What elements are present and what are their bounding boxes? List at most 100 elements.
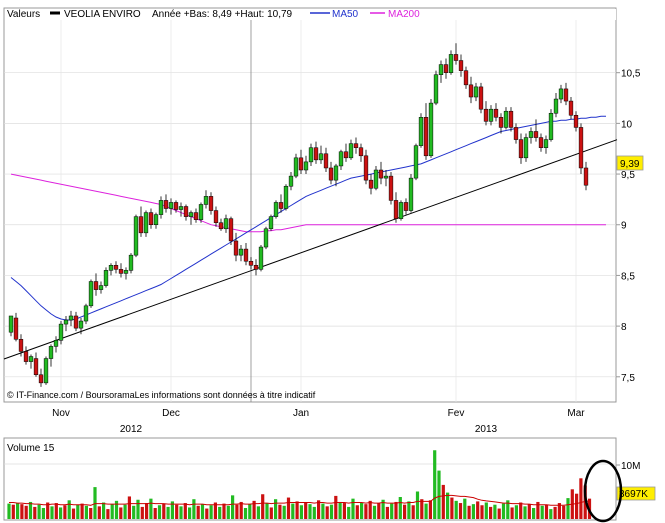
candle-body <box>143 212 149 234</box>
candle <box>273 200 279 219</box>
candle-body <box>88 281 94 307</box>
volume-bar <box>123 504 127 519</box>
volume-bar <box>286 497 291 519</box>
volume-bar <box>222 503 226 519</box>
candle <box>583 161 589 191</box>
candle <box>533 119 539 142</box>
candle-body <box>93 281 99 290</box>
candle-body <box>363 155 369 181</box>
candle-body <box>183 206 189 217</box>
volume-bar <box>360 502 364 519</box>
candle-body <box>263 228 269 248</box>
volume-bar <box>299 505 303 519</box>
candle <box>353 137 359 154</box>
volume-bar <box>11 504 15 519</box>
annotation-circle <box>583 459 623 523</box>
candle-body <box>223 218 229 230</box>
candle <box>63 315 69 332</box>
candle-body <box>73 315 79 329</box>
volume-bar <box>381 499 385 519</box>
volume-bar <box>37 504 41 519</box>
volume-bar <box>557 503 561 519</box>
volume-bar <box>231 495 235 519</box>
candle <box>523 133 529 162</box>
volume-bar <box>398 497 402 519</box>
volume-bars-layer <box>7 450 592 519</box>
volume-bar <box>28 501 33 519</box>
candle-body <box>163 200 169 209</box>
volume-bar <box>265 503 269 519</box>
volume-bar <box>463 498 467 519</box>
volume-bar <box>166 506 170 519</box>
candle-body <box>348 143 354 159</box>
candle-body <box>578 127 584 169</box>
y-tick-label: 7,5 <box>621 373 635 384</box>
candle-body <box>428 102 434 157</box>
candle-body <box>213 210 219 223</box>
volume-bar <box>428 500 432 519</box>
volume-bar <box>506 500 510 519</box>
volume-bar <box>321 503 325 519</box>
candle <box>183 204 189 221</box>
candle <box>413 143 419 181</box>
candle <box>473 82 479 102</box>
candle-body <box>28 356 34 362</box>
candle-body <box>108 265 114 271</box>
candle-body <box>458 60 464 71</box>
candle-body <box>253 265 259 270</box>
candle-body <box>503 110 509 128</box>
candle <box>513 123 519 144</box>
volume-bar <box>149 498 153 519</box>
candle-body <box>288 175 294 187</box>
volume-bar <box>200 504 205 519</box>
volume-title: Volume 15 <box>7 443 55 454</box>
volume-bar <box>239 501 243 519</box>
candle-body <box>538 137 544 148</box>
candle <box>88 279 94 308</box>
volume-bar <box>278 504 282 519</box>
volume-bar <box>566 498 570 519</box>
candle-body <box>443 64 449 73</box>
candle <box>98 281 104 294</box>
candle <box>493 103 499 122</box>
candle <box>123 267 129 280</box>
x-year-label: 2012 <box>120 424 143 435</box>
candle-body <box>53 340 59 347</box>
candle-body <box>473 86 479 98</box>
candle-body <box>158 200 164 215</box>
volume-bar <box>484 502 488 519</box>
candle <box>23 346 29 365</box>
candle-body <box>178 206 184 210</box>
ma50-layer <box>10 115 606 321</box>
candle-body <box>583 167 589 186</box>
price-y-axis: 7,5 8 8,5 9 9,5 10 10,5 <box>616 69 641 384</box>
candle <box>468 76 474 104</box>
candle <box>363 149 369 185</box>
candle-body <box>353 143 359 148</box>
volume-bar <box>179 506 183 519</box>
ma200-legend-label: MA200 <box>388 9 420 20</box>
candle-body <box>33 358 39 376</box>
x-month-label: Mar <box>567 408 585 419</box>
candle-body <box>433 74 439 104</box>
volume-bar <box>243 508 248 519</box>
volume-bar <box>553 506 557 519</box>
candle-body <box>138 216 144 234</box>
candle <box>318 145 324 164</box>
candle <box>278 194 284 213</box>
candle <box>403 198 409 215</box>
volume-bar <box>209 505 213 519</box>
last-price-tag: 9,39 <box>616 155 644 171</box>
candle-body <box>528 131 534 138</box>
candle <box>313 141 319 164</box>
candle-body <box>478 86 484 110</box>
volume-bar <box>523 506 527 519</box>
volume-bar <box>145 503 149 519</box>
candle-body <box>533 131 539 138</box>
candle <box>153 212 159 229</box>
volume-bar <box>519 502 523 519</box>
volume-bar <box>93 487 97 519</box>
volume-bar <box>205 508 209 519</box>
candle <box>323 147 329 173</box>
